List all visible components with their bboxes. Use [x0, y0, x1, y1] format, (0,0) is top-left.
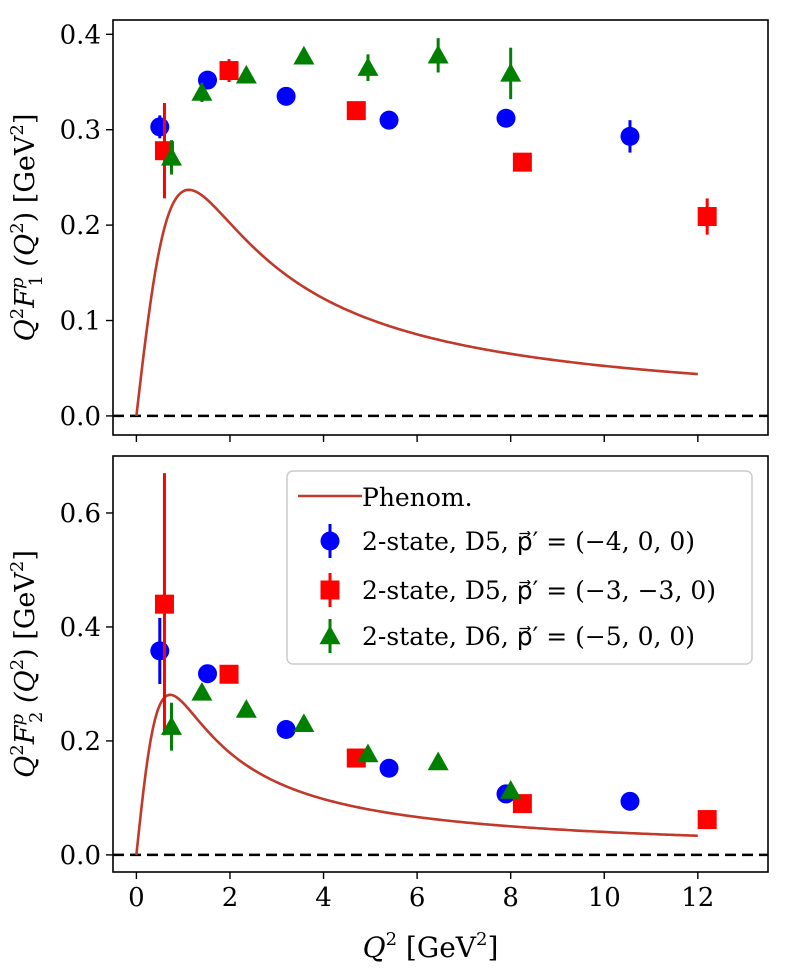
data-point [160, 146, 182, 166]
data-point [235, 64, 257, 84]
data-point [219, 664, 239, 684]
data-point [293, 45, 315, 65]
panel-f1: 0.0 0.1 0.2 0.3 0.4 Q2Fp1 (Q2) [GeV2] [7, 19, 769, 442]
y-tick-label: 0.6 [60, 499, 101, 529]
data-point [427, 751, 449, 771]
data-point [512, 152, 532, 172]
x-tick-label: 12 [681, 883, 714, 913]
series-circle [150, 70, 640, 153]
series-square [154, 59, 717, 235]
y-tick-label: 0.4 [60, 20, 101, 50]
data-point [697, 207, 717, 227]
data-point [500, 780, 522, 799]
x-axis-label: Q2 [GeV2] [363, 929, 499, 964]
y-tick-label: 0.3 [60, 116, 101, 146]
y-tick-label: 0.2 [60, 211, 101, 241]
data-point [500, 62, 522, 82]
data-point [150, 117, 170, 137]
data-point [276, 720, 296, 740]
x-tick-label: 2 [222, 883, 239, 913]
data-point [293, 713, 315, 733]
data-point [150, 641, 170, 661]
data-point [379, 110, 399, 130]
data-point [219, 61, 239, 81]
y-tick-label: 0.1 [60, 307, 101, 337]
data-point [276, 86, 296, 106]
x-tick-label: 10 [588, 883, 621, 913]
legend-label: 2-state, D6, p⃗′ = (−5, 0, 0) [362, 622, 695, 651]
data-point [191, 82, 213, 101]
y-axis-label: Q2Fp2 (Q2) [GeV2] [7, 550, 47, 778]
legend-box [286, 470, 753, 665]
data-point [379, 758, 399, 778]
legend-label: Phenom. [362, 483, 473, 512]
data-point [620, 126, 640, 146]
data-point [198, 664, 218, 684]
data-point [427, 44, 449, 64]
x-tick-label: 6 [409, 883, 426, 913]
legend-label: 2-state, D5, p⃗′ = (−3, −3, 0) [362, 576, 716, 605]
axes-frame [112, 19, 769, 436]
data-point [357, 743, 379, 763]
data-point [496, 108, 516, 128]
data-point [357, 57, 379, 76]
legend-label: 2-state, D5, p⃗′ = (−4, 0, 0) [362, 527, 695, 556]
legend-swatch-marker [319, 625, 341, 645]
y-tick-label: 0.2 [60, 727, 101, 757]
x-tick-label: 8 [502, 883, 519, 913]
y-tick-label: 0.0 [60, 841, 101, 871]
data-point [191, 681, 213, 701]
data-point [154, 594, 174, 614]
panel-f2: 0 2 4 6 8 10 12 0.0 0.2 0.4 0.6 Q2Fp2 (Q2) [GeV2] Q2… [7, 455, 769, 964]
data-point [620, 791, 640, 811]
data-point [346, 101, 366, 121]
y-axis-label: Q2Fp1 (Q2) [GeV2] [7, 114, 47, 342]
legend-swatch-marker [320, 531, 340, 551]
series-triangle [160, 38, 522, 175]
y-tick-label: 0.0 [60, 402, 101, 432]
legend: Phenom. 2-state, D5, p⃗′ = (−4, 0, 0) 2-st… [286, 470, 753, 665]
data-point [346, 748, 366, 768]
series-square [154, 473, 717, 830]
legend-swatch-marker [320, 580, 340, 600]
data-point [512, 794, 532, 814]
data-point [697, 810, 717, 830]
phenom-curve [135, 188, 698, 417]
data-point [235, 699, 257, 718]
data-point [160, 716, 182, 735]
x-tick-label: 4 [315, 883, 332, 913]
phenom-curve [135, 693, 698, 856]
series-triangle [160, 681, 522, 799]
x-tick-label: 0 [128, 883, 145, 913]
axes-frame [112, 455, 769, 873]
y-tick-label: 0.4 [60, 613, 101, 643]
